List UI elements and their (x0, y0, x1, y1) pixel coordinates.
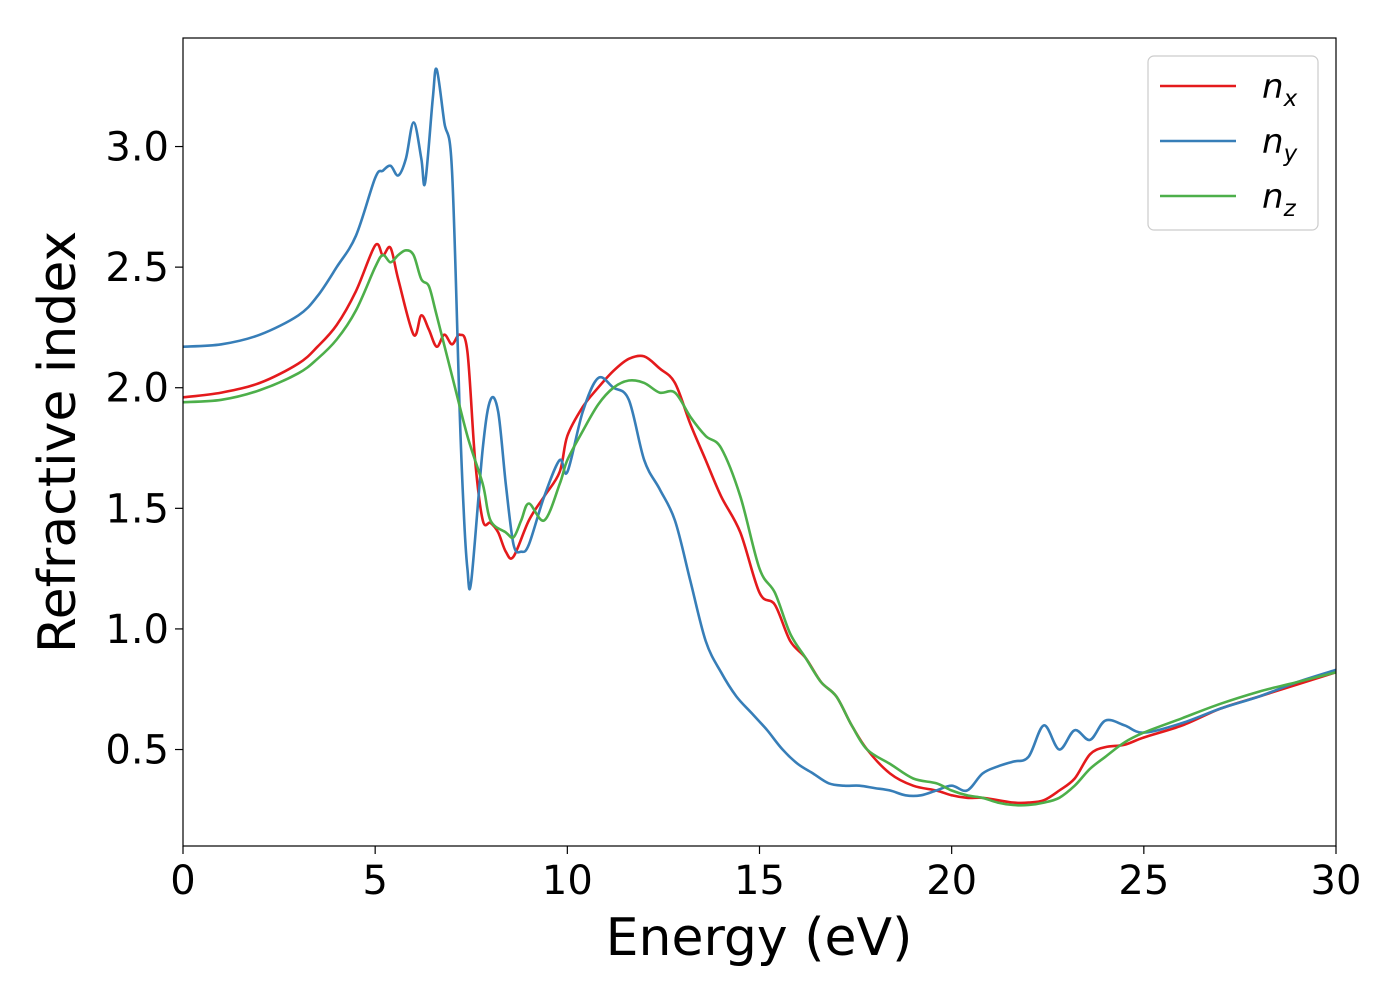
legend: nx ny nz (1147, 55, 1319, 231)
y-axis-title: Refractive index (28, 231, 88, 653)
legend-label-x: nx (1262, 67, 1298, 112)
x-axis-title: Energy (eV) (606, 908, 913, 968)
x-tick-label: 5 (362, 858, 387, 904)
legend-label-z: nz (1262, 177, 1297, 222)
x-tick-label: 30 (1311, 858, 1362, 904)
x-tick-label: 15 (734, 858, 785, 904)
x-tick-label: 20 (926, 858, 977, 904)
series-line-y (183, 67, 1336, 798)
series-line-z (183, 249, 1336, 807)
axes-layer: 0 5 10 15 20 25 30 0.5 1.0 1.5 2.0 2.5 3.0 (105, 37, 1362, 904)
x-tick-label: 0 (170, 858, 195, 904)
y-tick-label: 2.0 (105, 366, 169, 412)
series-group (183, 67, 1336, 807)
legend-label-y: ny (1262, 122, 1298, 167)
y-tick-label: 1.5 (105, 486, 169, 532)
x-tick-label: 25 (1118, 858, 1169, 904)
y-tick-label: 0.5 (105, 728, 169, 774)
series-line-x (183, 242, 1336, 805)
plot-layer (183, 67, 1336, 807)
x-tick-label: 10 (542, 858, 593, 904)
legend-box (1147, 55, 1319, 231)
y-tick-label: 1.0 (105, 607, 169, 653)
y-tick-label: 3.0 (105, 125, 169, 171)
y-tick-label: 2.5 (105, 245, 169, 291)
